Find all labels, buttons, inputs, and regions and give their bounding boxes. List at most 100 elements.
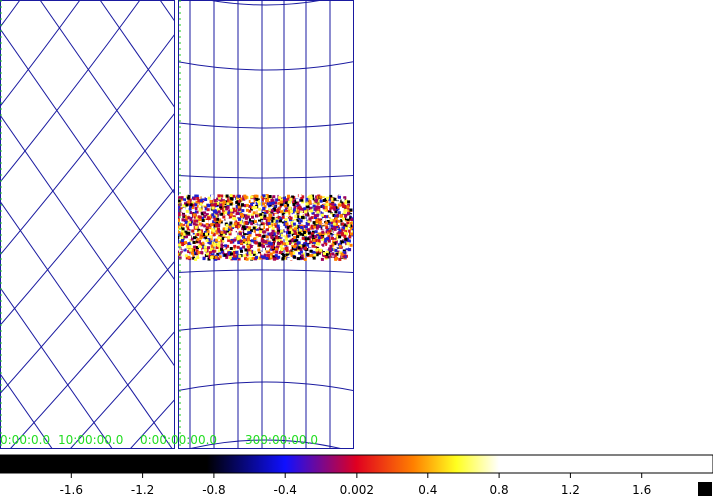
pixel (333, 203, 337, 207)
pixel (287, 252, 291, 256)
pixel (317, 236, 321, 240)
pixel (229, 202, 233, 206)
pixel (268, 224, 272, 228)
pixel (281, 257, 285, 261)
pixel (285, 249, 289, 253)
pixel (313, 225, 316, 229)
pixel (195, 235, 199, 239)
pixel (179, 240, 183, 244)
pixel (190, 237, 194, 241)
pixel (262, 202, 266, 206)
pixel (289, 197, 293, 201)
pixel (254, 241, 258, 245)
pixel (216, 201, 220, 205)
pixel (294, 214, 298, 218)
pixel (182, 222, 185, 226)
pixel (254, 245, 258, 249)
pixel (259, 247, 263, 251)
pixel (191, 251, 194, 255)
pixel (181, 230, 185, 234)
pixel (194, 257, 198, 261)
pixel (224, 244, 228, 248)
pixel (337, 227, 341, 230)
pixel (318, 215, 322, 219)
pixel (293, 239, 297, 243)
pixel (292, 208, 296, 212)
pixel (255, 235, 259, 238)
pixel (203, 245, 207, 249)
pixel (327, 209, 331, 213)
pixel (266, 196, 270, 200)
pixel (216, 217, 220, 221)
pixel (180, 251, 184, 255)
pixel (346, 215, 350, 219)
pixel (252, 245, 256, 249)
pixel (259, 206, 263, 210)
resize-handle[interactable] (698, 482, 712, 496)
pixel (278, 213, 282, 216)
pixel (303, 257, 307, 261)
pixel (253, 250, 257, 254)
pixel (316, 195, 320, 199)
pixel (315, 248, 319, 252)
pixel (160, 231, 163, 234)
pixel (325, 221, 329, 225)
pixel (229, 194, 233, 198)
tick-label: -1.6 (60, 483, 83, 497)
pixel (276, 242, 280, 246)
pixel (308, 195, 311, 199)
pixel (348, 235, 352, 239)
pixel (181, 213, 185, 217)
pixel (343, 240, 347, 244)
pixel (223, 253, 227, 257)
pixel (325, 215, 329, 219)
pixel (168, 218, 171, 221)
pixel (236, 245, 240, 249)
pixel (265, 214, 269, 217)
pixel (280, 226, 283, 230)
pixel (202, 255, 206, 259)
pixel (344, 201, 348, 205)
grid-line (460, 0, 713, 460)
pixel (236, 237, 240, 241)
pixel (257, 210, 261, 214)
pixel (192, 256, 196, 260)
pixel (332, 222, 336, 226)
pixel (286, 205, 290, 209)
pixel (186, 196, 190, 200)
pixel (314, 216, 317, 219)
pixel (185, 209, 189, 213)
tick-label: 0.4 (418, 483, 437, 497)
pixel (294, 227, 298, 231)
pixel (282, 221, 285, 225)
pixel (315, 218, 319, 222)
pixel (319, 195, 323, 199)
pixel (326, 236, 330, 240)
pixel (163, 236, 166, 239)
grid-line (178, 122, 353, 129)
pixel (276, 245, 279, 249)
pixel (168, 239, 171, 242)
pixel (280, 212, 284, 216)
pixel (170, 255, 173, 258)
pixel (189, 203, 193, 207)
pixel (179, 215, 183, 219)
pixel (222, 251, 226, 255)
pixel (224, 237, 228, 241)
pixel (232, 194, 236, 198)
pixel (218, 196, 222, 200)
pixel (160, 241, 163, 244)
pixel (171, 202, 174, 205)
pixel (263, 205, 267, 209)
pixel (338, 244, 342, 248)
pixel (235, 247, 239, 251)
axis-label: 0:00:0.0 (0, 433, 50, 447)
pixel (265, 235, 269, 239)
pixel (197, 244, 201, 248)
pixel (244, 214, 248, 218)
pixel (168, 232, 171, 235)
pixel (250, 207, 253, 211)
pixel (336, 250, 340, 254)
pixel (250, 203, 254, 206)
pixel (270, 236, 274, 239)
